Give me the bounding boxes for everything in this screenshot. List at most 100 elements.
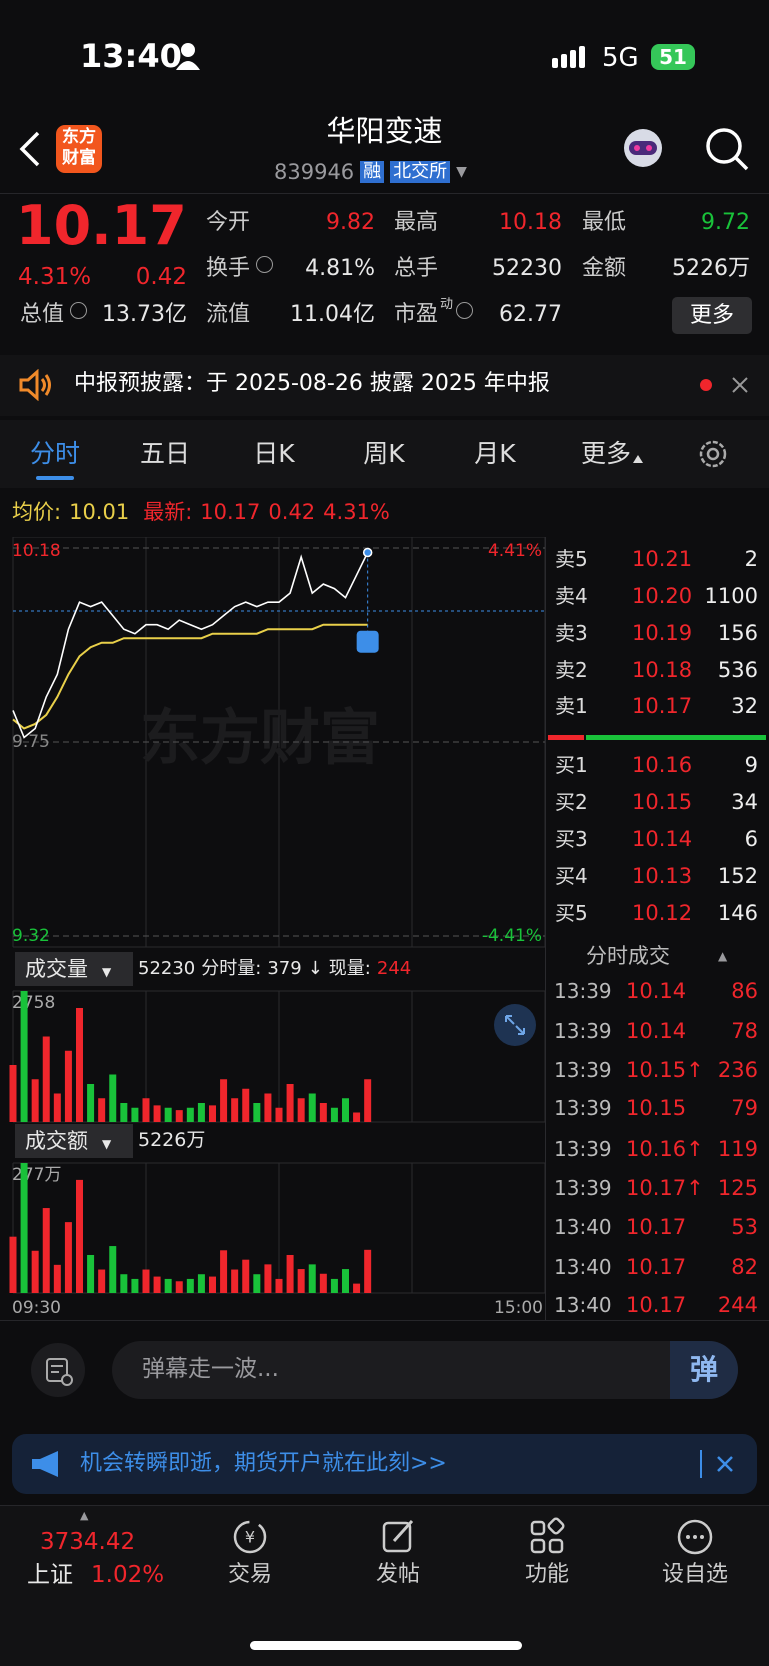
trade-time: 13:39 [554, 1058, 612, 1082]
nav-icon[interactable] [527, 1517, 567, 1557]
bar [364, 1249, 372, 1293]
tab[interactable]: 更多 [580, 439, 631, 468]
nav-label[interactable]: 交易 [227, 1562, 272, 1587]
trades-toggle[interactable]: ▲ [718, 949, 728, 963]
bar [297, 1098, 305, 1122]
bar [275, 1107, 283, 1122]
y-tick-label: 9.75 [12, 732, 50, 752]
index-expand[interactable]: ▲ [80, 1509, 89, 1522]
bar [209, 1276, 216, 1293]
stat-label: 市盈 [394, 302, 439, 327]
settings-button[interactable] [696, 437, 730, 471]
book-volume: 9 [744, 753, 758, 777]
bar [87, 1084, 95, 1122]
more-button[interactable]: 更多 [672, 297, 752, 334]
book-price: 10.19 [632, 621, 693, 645]
trade-volume: 82 [731, 1255, 758, 1279]
stat-value: 52230 [492, 256, 562, 281]
index-value[interactable]: 3734.42 [40, 1529, 136, 1555]
nav-icon[interactable]: ¥ [230, 1517, 270, 1557]
trade-price: 10.15↑ [626, 1058, 704, 1082]
stat-label: 换手 [206, 256, 251, 281]
tab[interactable]: 五日 [139, 439, 190, 468]
stat-label: 最高 [394, 210, 439, 235]
stat-value: 10.18 [499, 210, 562, 235]
last-point [362, 547, 373, 558]
intraday-chart[interactable]: 东方财富 10.18 9.75 9.32 4.41% -4.41% 2758 277万 09:3… [0, 537, 546, 1320]
notice-bar[interactable] [0, 355, 769, 416]
bar [9, 1236, 17, 1293]
bar [153, 1276, 161, 1293]
bar [353, 1283, 361, 1293]
index-change: 1.02% [91, 1562, 165, 1588]
bar [109, 1246, 117, 1293]
trade-time: 13:39 [554, 1137, 612, 1161]
close-button[interactable] [731, 376, 749, 394]
bar [76, 1179, 83, 1293]
bar [186, 1278, 194, 1293]
nav-label[interactable]: 功能 [524, 1562, 569, 1587]
stock-code-row: 839946 融 北交所 ▼ [274, 161, 467, 183]
ad-banner[interactable] [12, 1434, 757, 1494]
trade-price: 10.17 [626, 1293, 687, 1317]
book-volume: 32 [731, 694, 758, 718]
bar [308, 1264, 316, 1293]
avg-line [12, 623, 368, 730]
danmaku-settings[interactable] [30, 1342, 86, 1398]
book-price: 10.17 [632, 694, 693, 718]
bar [42, 1208, 50, 1293]
nav-label[interactable]: 发帖 [375, 1562, 420, 1587]
tab[interactable]: 月K [474, 439, 516, 468]
amount-total: 5226万 [138, 1129, 206, 1151]
bar [286, 1254, 294, 1293]
x-tick-label: 09:30 [12, 1298, 61, 1318]
ad-close[interactable] [716, 1455, 734, 1473]
tab[interactable]: 日K [253, 439, 295, 468]
bar [9, 1065, 17, 1122]
nav-icon[interactable] [675, 1517, 715, 1557]
danmaku-button[interactable]: 弹 [670, 1341, 738, 1399]
ad-text: 机会转瞬即逝，期货开户就在此刻>> [80, 1451, 447, 1476]
book-volume: 6 [744, 827, 758, 851]
bar [186, 1107, 194, 1122]
book-bar-red [548, 735, 584, 740]
bar [20, 1163, 28, 1293]
latest-change-pct: 4.31% [323, 500, 390, 524]
bar [164, 1278, 172, 1293]
tab[interactable]: 分时 [29, 439, 80, 468]
bar [64, 1050, 72, 1122]
robot-icon[interactable] [618, 126, 668, 172]
tab-dropdown [633, 455, 643, 463]
trade-price: 10.14 [626, 979, 687, 1003]
volume-selector[interactable]: 成交量 ▼ [15, 952, 133, 986]
battery: 51 [651, 44, 695, 70]
nav-icon[interactable] [378, 1517, 418, 1557]
stat-value: 5226万 [672, 256, 750, 281]
book-label: 买3 [555, 827, 588, 851]
bar [364, 1079, 372, 1122]
amount-selector[interactable]: 成交额 ▼ [15, 1124, 133, 1158]
search-button[interactable] [704, 126, 750, 172]
nav-label[interactable]: 设自选 [661, 1562, 728, 1587]
comment-input[interactable] [112, 1341, 738, 1399]
book-volume: 536 [717, 658, 758, 682]
back-button[interactable] [18, 130, 42, 168]
bar [242, 1259, 250, 1293]
bar [342, 1269, 349, 1293]
status-time: 13:40 [80, 37, 182, 75]
speaker-icon [19, 369, 51, 401]
book-price: 10.12 [632, 901, 693, 925]
tab[interactable]: 周K [363, 439, 405, 468]
book-price: 10.20 [632, 584, 693, 608]
trade-time: 13:40 [554, 1215, 612, 1239]
stat-label: 最低 [582, 210, 627, 235]
stat-label: 总值 [20, 302, 65, 327]
book-volume: 34 [731, 790, 758, 814]
dropdown-arrow[interactable]: ▼ [456, 164, 467, 180]
bar [175, 1281, 183, 1293]
bar [131, 1278, 139, 1293]
bar [231, 1269, 239, 1293]
unread-dot [700, 379, 712, 391]
trade-time: 13:40 [554, 1255, 612, 1279]
